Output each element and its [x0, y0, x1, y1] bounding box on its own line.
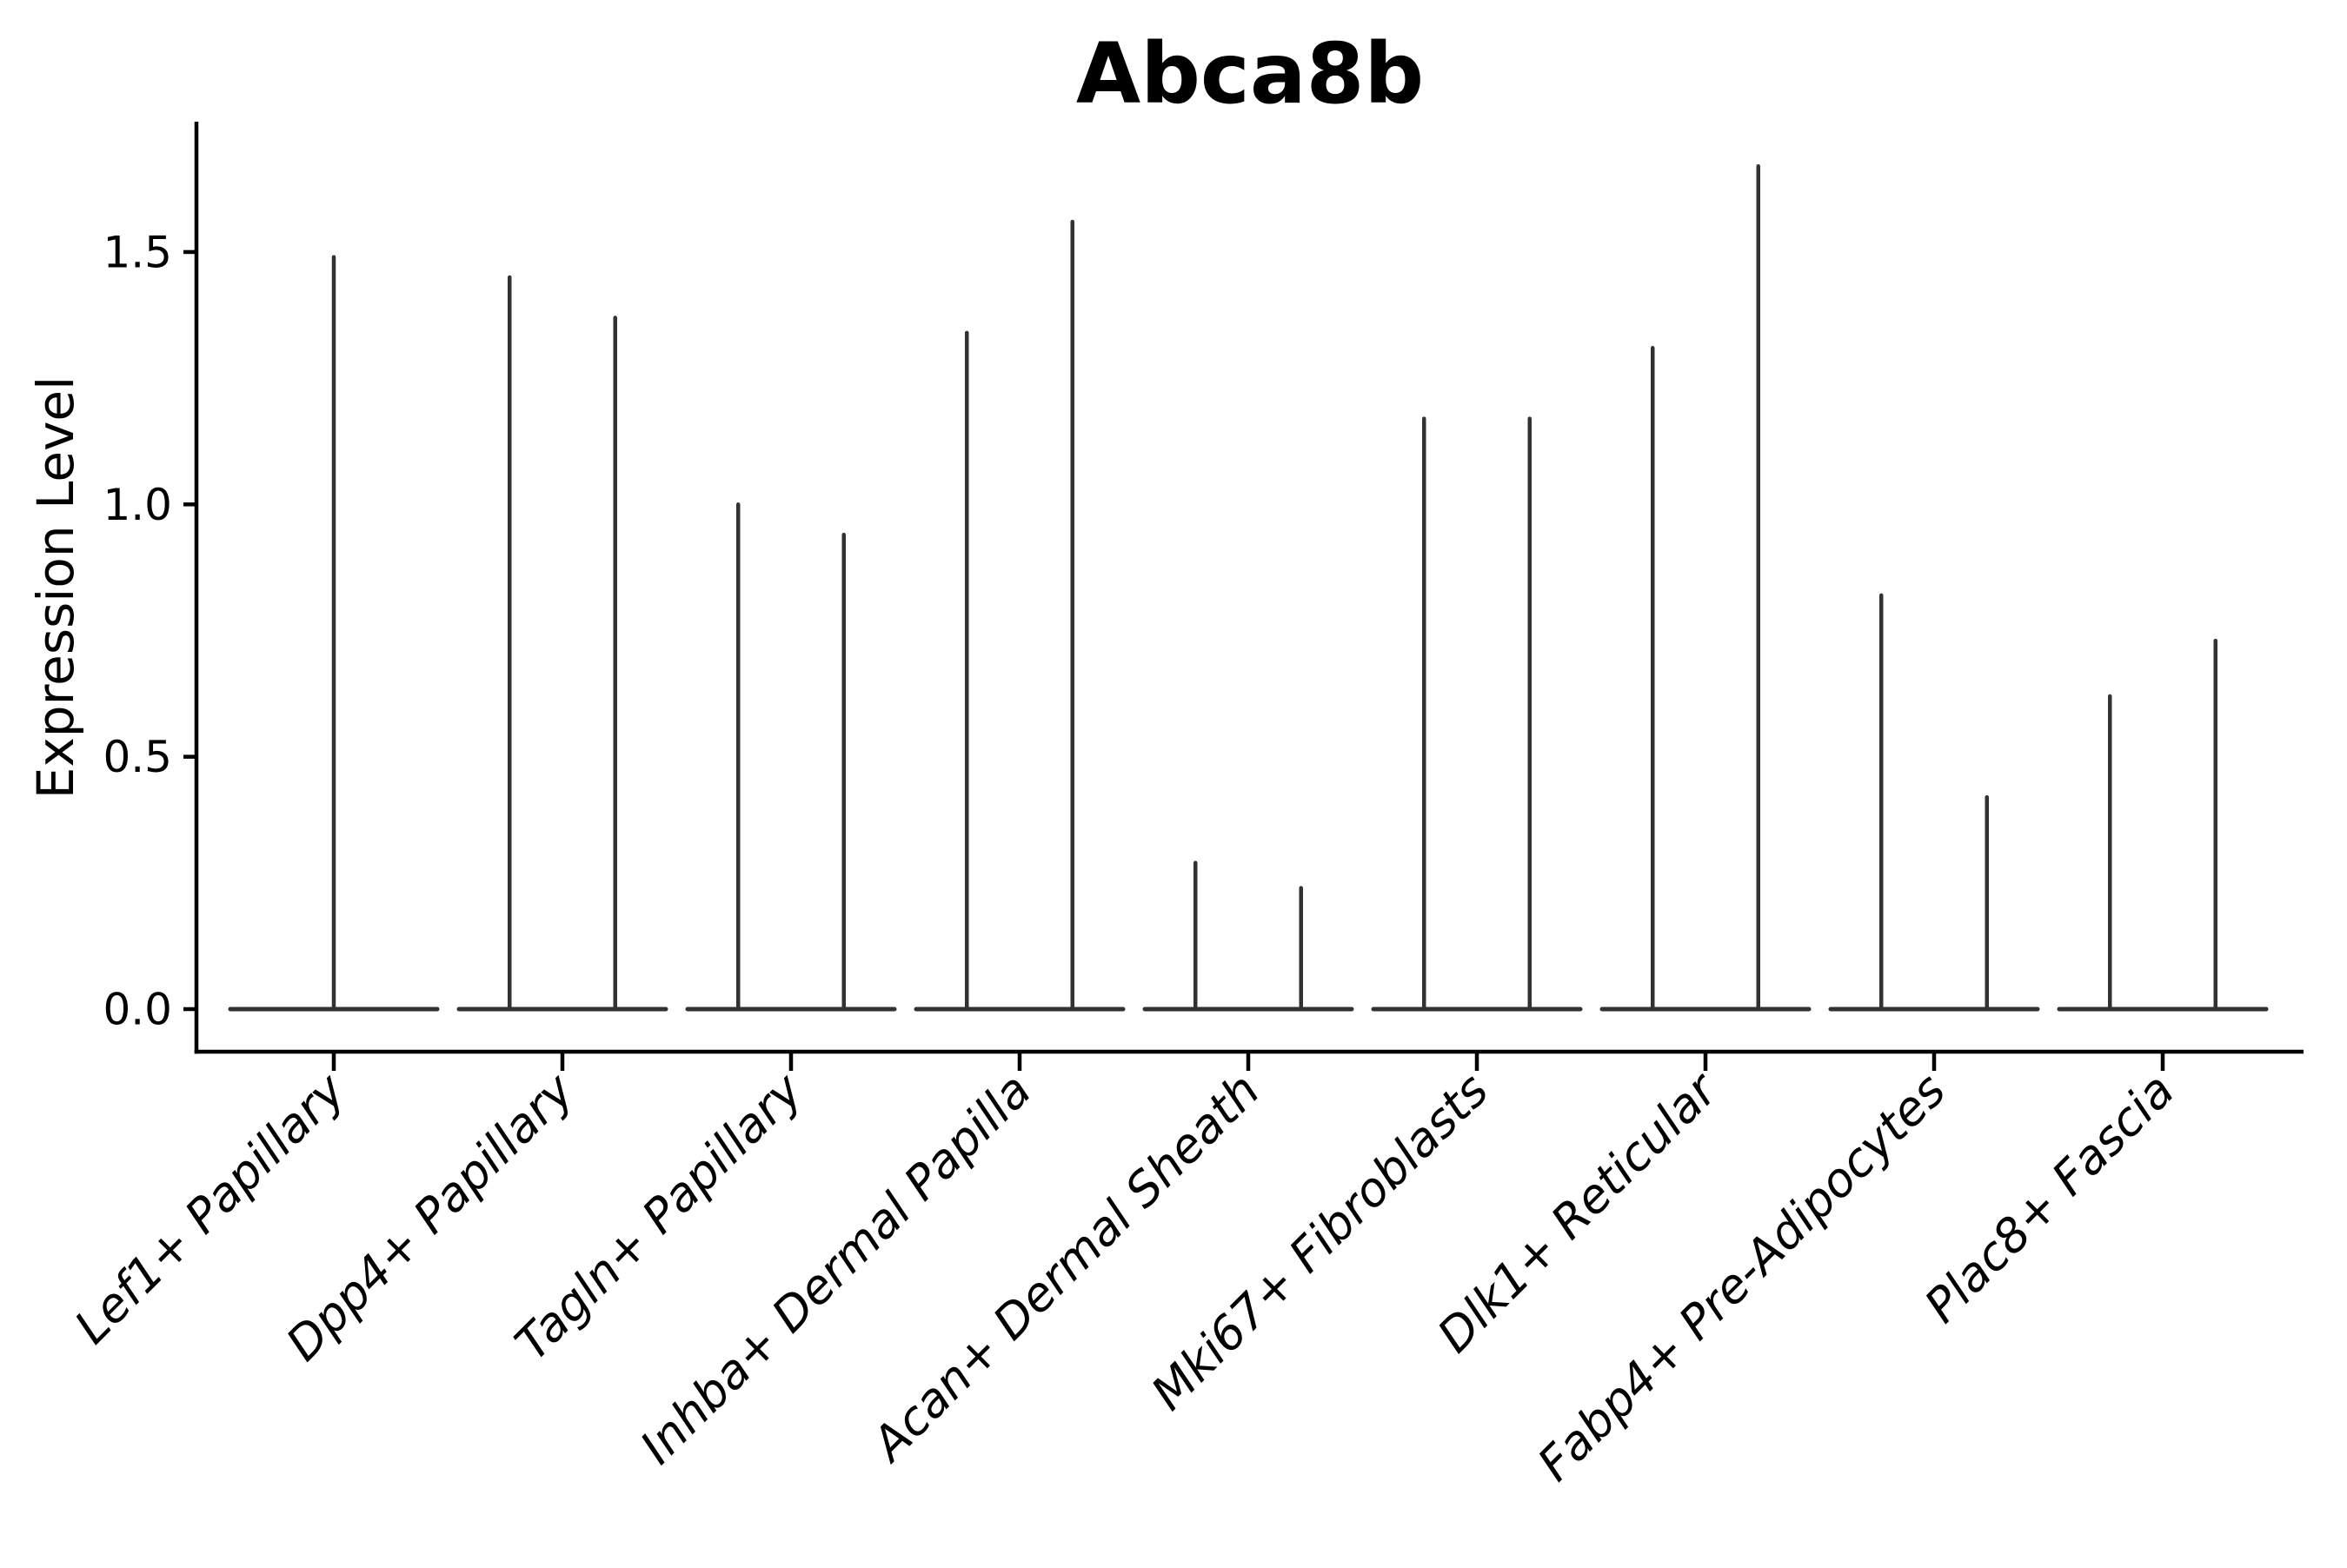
x-tick-label: Inhba+ Dermal Papilla [629, 1063, 1041, 1475]
y-tick-label: 1.0 [103, 480, 172, 530]
x-tick-label: Fabp4+ Pre-Adipocytes [1527, 1063, 1956, 1492]
y-axis-label: Expression Level [26, 376, 85, 799]
x-tick-label: Plac8+ Fascia [1914, 1063, 2184, 1333]
y-tick-label: 0.5 [103, 732, 172, 782]
y-tick-label: 1.5 [103, 227, 172, 277]
chart-title: Abca8b [1076, 25, 1424, 123]
x-tick-label: Acan+ Dermal Sheath [860, 1063, 1270, 1473]
y-tick-label: 0.0 [103, 985, 172, 1035]
